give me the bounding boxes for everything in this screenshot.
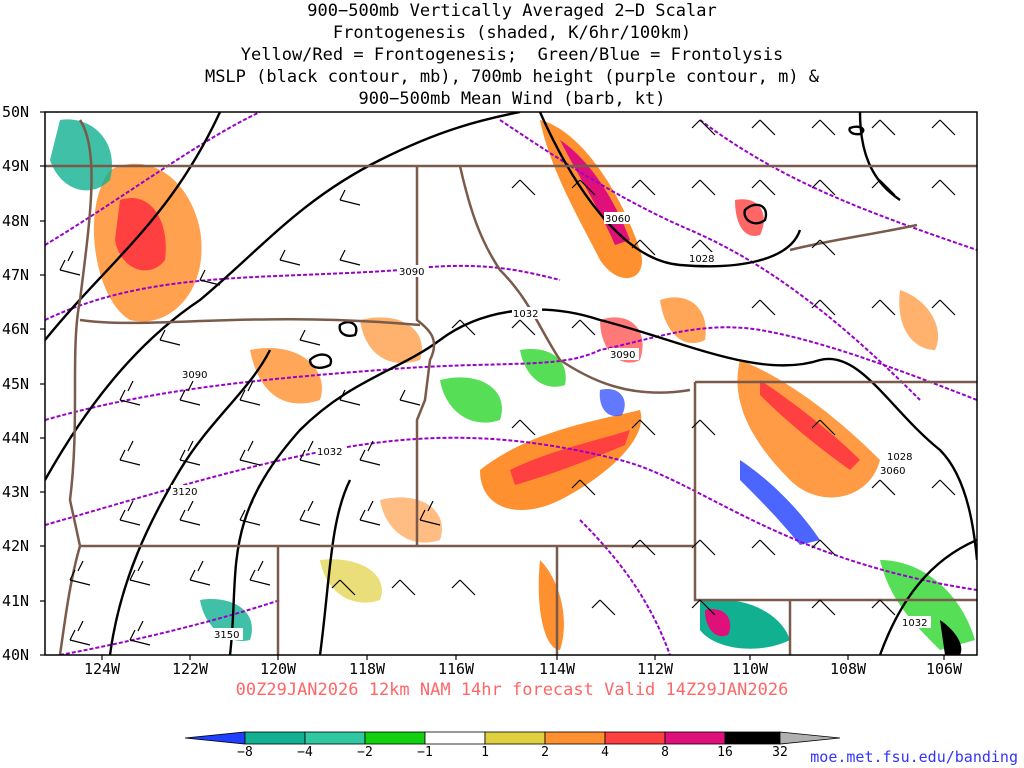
lon-label-124w: 124W (83, 660, 121, 678)
height-label: 3090 (399, 267, 424, 278)
colorbar-tick: −4 (297, 745, 313, 760)
colorbar-tick: 2 (541, 745, 549, 760)
colorbar-tick: −8 (237, 745, 253, 760)
mslp-label: 1032 (317, 447, 342, 458)
lon-label-118w: 118W (348, 660, 386, 678)
colorbar-tick: −1 (417, 745, 433, 760)
title-line-3: Yellow/Red = Frontogenesis; Green/Blue =… (240, 45, 784, 65)
mslp-contours (45, 112, 977, 655)
lat-label-47n: 47N (2, 266, 30, 284)
height-label: 3090 (182, 370, 207, 381)
height-label: 3090 (610, 350, 635, 361)
title-line-5: 900−500mb Mean Wind (barb, kt) (358, 89, 666, 109)
lat-label-49n: 49N (2, 157, 30, 175)
mslp-label: 1032 (902, 618, 927, 629)
mslp-label: 1032 (513, 309, 538, 320)
lat-label-43n: 43N (2, 483, 30, 501)
credit-link[interactable]: moe.met.fsu.edu/banding (810, 748, 1018, 766)
axis-ticks (40, 111, 945, 660)
height-label: 3060 (605, 214, 630, 225)
colorbar-tick: −2 (357, 745, 373, 760)
lat-label-42n: 42N (2, 537, 30, 555)
lon-label-116w: 116W (437, 660, 475, 678)
lat-label-46n: 46N (2, 320, 30, 338)
wind-barbs (59, 119, 956, 646)
forecast-valid-time: 00Z29JAN2026 12km NAM 14hr forecast Vali… (235, 680, 789, 700)
colorbar-tick: 32 (772, 745, 788, 760)
frontogenesis-shading (50, 119, 975, 655)
lat-label-48n: 48N (2, 212, 30, 230)
lon-label-120w: 120W (259, 660, 297, 678)
lat-label-40n: 40N (2, 646, 30, 664)
lon-label-112w: 112W (636, 660, 674, 678)
colorbar-tick: 4 (601, 745, 609, 760)
lon-label-122w: 122W (171, 660, 209, 678)
lon-label-108w: 108W (829, 660, 867, 678)
lat-label-44n: 44N (2, 429, 30, 447)
lon-label-114w: 114W (538, 660, 576, 678)
colorbar-tick: 1 (481, 745, 489, 760)
title-line-2: Frontogenesis (shaded, K/6hr/100km) (332, 23, 692, 43)
state-borders (45, 119, 977, 655)
height-contours (45, 112, 977, 655)
colorbar-tick: 16 (717, 745, 733, 760)
mslp-label: 1028 (887, 452, 912, 463)
lon-label-110w: 110W (731, 660, 769, 678)
height-label: 3150 (214, 630, 239, 641)
colorbar (184, 731, 841, 745)
title-block: 900−500mb Vertically Averaged 2−D Scalar… (0, 0, 1024, 110)
mslp-label: 1028 (689, 254, 714, 265)
lon-label-106w: 106W (925, 660, 963, 678)
contour-label-group: 1032 1028 1032 1032 1028 3060 3090 3090 … (171, 212, 931, 641)
title-line-4: MSLP (black contour, mb), 700mb height (… (204, 67, 820, 87)
lat-label-50n: 50N (2, 103, 30, 121)
title-line-1: 900−500mb Vertically Averaged 2−D Scalar (307, 1, 717, 21)
height-label: 3060 (880, 466, 905, 477)
lat-label-41n: 41N (2, 592, 30, 610)
lat-label-45n: 45N (2, 375, 30, 393)
colorbar-tick: 8 (661, 745, 669, 760)
height-label: 3120 (172, 487, 197, 498)
